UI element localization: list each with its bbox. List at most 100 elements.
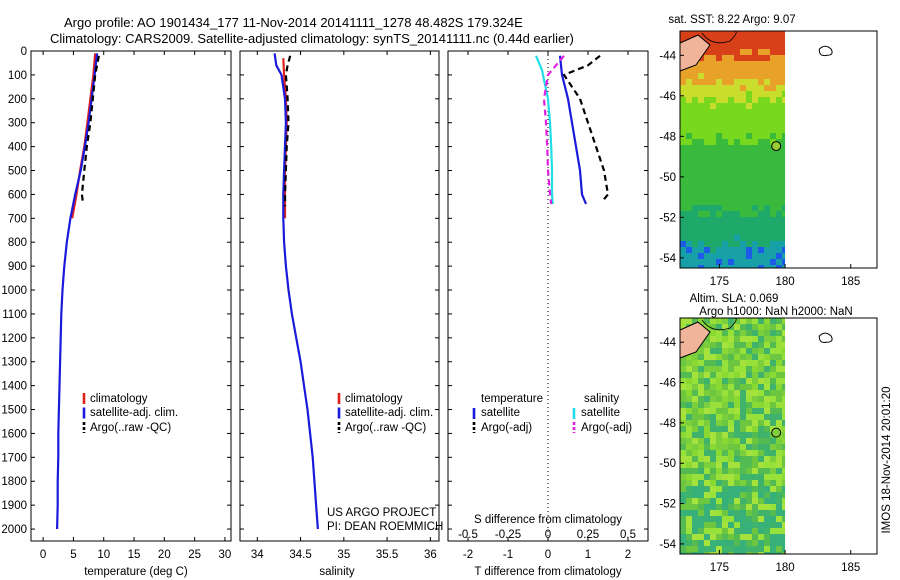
map-cell <box>680 510 686 516</box>
map-cell <box>782 37 786 43</box>
sal-xlabel: salinity <box>319 566 354 578</box>
map-cell <box>770 534 776 540</box>
map-cell <box>770 241 776 247</box>
map-cell <box>716 37 722 43</box>
map-cell <box>770 354 776 360</box>
map-cell <box>692 79 698 85</box>
map-cell <box>692 91 698 97</box>
map-cell <box>758 169 764 175</box>
map-cell <box>764 211 770 217</box>
map-cell <box>770 492 776 498</box>
map-cell <box>758 67 764 73</box>
map-cell <box>758 426 764 432</box>
x-tick-label: -2 <box>463 549 473 561</box>
map-cell <box>686 253 692 259</box>
map-cell <box>746 247 752 253</box>
map-cell <box>692 360 698 366</box>
map-cell <box>758 31 764 37</box>
map-cell <box>758 318 764 324</box>
map-cell <box>746 492 752 498</box>
map-cell <box>722 157 728 163</box>
map-cell <box>740 157 746 163</box>
map-cell <box>722 390 728 396</box>
map-cell <box>776 223 782 229</box>
map-cell <box>746 354 752 360</box>
map-cell <box>758 516 764 522</box>
map-cell <box>758 492 764 498</box>
map-cell <box>764 157 770 163</box>
map-cell <box>680 366 686 372</box>
map-cell <box>704 205 710 211</box>
map-cell <box>770 408 776 414</box>
map-cell <box>692 432 698 438</box>
map-cell <box>716 133 722 139</box>
map-cell <box>752 534 758 540</box>
map-cell <box>764 55 770 61</box>
map-cell <box>752 115 758 121</box>
map-cell <box>734 199 740 205</box>
map-cell <box>692 414 698 420</box>
map-cell <box>686 534 692 540</box>
map-cell <box>716 223 722 229</box>
map-cell <box>740 528 746 534</box>
map-cell <box>740 139 746 145</box>
map-cell <box>740 522 746 528</box>
map-cell <box>776 492 782 498</box>
map-cell <box>746 49 752 55</box>
map-cell <box>746 528 752 534</box>
map-cell <box>764 426 770 432</box>
map-cell <box>728 462 734 468</box>
map-cell <box>746 378 752 384</box>
map-cell <box>686 516 692 522</box>
map-cell <box>710 474 716 480</box>
map-cell <box>734 324 740 330</box>
map-cell <box>770 265 776 268</box>
diff-legend-temp-title: temperature <box>481 393 543 405</box>
map-cell <box>752 139 758 145</box>
map-cell <box>758 468 764 474</box>
map-cell <box>686 450 692 456</box>
map-cell <box>782 468 786 474</box>
map-cell <box>698 139 704 145</box>
y-tick-label: 400 <box>8 142 27 154</box>
map-cell <box>716 396 722 402</box>
map-cell <box>770 79 776 85</box>
map-cell <box>752 528 758 534</box>
map-cell <box>776 229 782 235</box>
map-cell <box>770 516 776 522</box>
map-cell <box>782 390 786 396</box>
map-cell <box>704 67 710 73</box>
map-cell <box>710 85 716 91</box>
map-cell <box>734 408 740 414</box>
map-cell <box>704 109 710 115</box>
map-cell <box>734 133 740 139</box>
map-cell <box>734 217 740 223</box>
map-cell <box>698 348 704 354</box>
map-cell <box>782 247 786 253</box>
map-cell <box>686 133 692 139</box>
map-cell <box>746 432 752 438</box>
sla-map-title-2: Argo h1000: NaN h2000: NaN <box>699 306 852 318</box>
map-cell <box>734 372 740 378</box>
map-cell <box>758 265 764 268</box>
map-cell <box>782 318 786 324</box>
map-cell <box>686 498 692 504</box>
map-cell <box>692 528 698 534</box>
map-cell <box>752 259 758 265</box>
map-cell <box>758 462 764 468</box>
map-cell <box>686 390 692 396</box>
map-cell <box>722 324 728 330</box>
top-tick-label: 0.25 <box>577 529 599 541</box>
map-cell <box>782 366 786 372</box>
map-cell <box>746 396 752 402</box>
map-cell <box>734 444 740 450</box>
map-cell <box>776 181 782 187</box>
map-cell <box>692 133 698 139</box>
map-cell <box>710 456 716 462</box>
map-cell <box>752 324 758 330</box>
map-y-tick-label: -46 <box>659 91 676 103</box>
map-cell <box>752 31 758 37</box>
map-cell <box>716 139 722 145</box>
map-cell <box>764 504 770 510</box>
map-cell <box>746 456 752 462</box>
